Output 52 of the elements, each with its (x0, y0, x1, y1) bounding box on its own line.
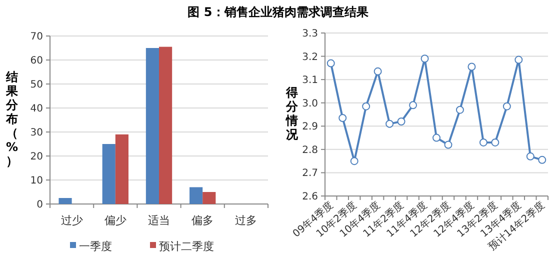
y-tick-label: 50 (30, 80, 43, 90)
x-tick-label: 偏少 (104, 214, 126, 227)
point (502, 102, 511, 110)
bar (58, 198, 72, 204)
y-tick-label: 2.6 (302, 192, 318, 202)
point (420, 54, 429, 63)
legend-label: 预计二季度 (159, 240, 214, 253)
y-tick-label: 2.9 (302, 122, 318, 133)
y-tick-label: 3.1 (302, 75, 318, 86)
point (362, 102, 370, 110)
y-tick-label: 60 (30, 56, 43, 66)
legend-label: 一季度 (79, 240, 112, 253)
y-tick-label: 3.0 (302, 98, 318, 110)
point (409, 101, 418, 110)
x-tick-label: 过少 (60, 214, 83, 227)
x-tick-label: 过多 (235, 214, 258, 227)
y-tick-label: 10 (30, 176, 43, 186)
y-tick-label: 70 (30, 32, 43, 42)
y-tick-label: 2.7 (302, 168, 318, 180)
point (397, 117, 406, 126)
x-tick-label: 偏多 (192, 214, 214, 227)
bar (202, 192, 216, 204)
point (444, 140, 452, 149)
y-tick-label: 3.3 (302, 28, 318, 40)
point (526, 152, 534, 160)
y-tick-label: 20 (30, 152, 43, 162)
point (491, 138, 500, 146)
y-tick-label: 3.2 (302, 52, 318, 63)
y-tick-label: 30 (30, 128, 43, 138)
point (326, 59, 335, 68)
y-axis-title: 得分情况 (285, 86, 299, 142)
point (479, 138, 488, 146)
point (468, 62, 476, 71)
point (432, 134, 440, 142)
y-tick-label: 40 (30, 104, 43, 114)
bar (146, 48, 159, 204)
bar (102, 144, 116, 204)
point (350, 157, 358, 166)
point (386, 120, 394, 128)
bar (115, 134, 128, 204)
point (374, 67, 382, 76)
point (456, 106, 464, 114)
point (538, 156, 546, 164)
y-axis-title: 结果分布（%） (5, 70, 19, 168)
y-tick-label: 2.8 (302, 144, 318, 156)
bar (159, 46, 172, 204)
bar (190, 187, 203, 204)
y-tick-label: 0 (36, 200, 43, 210)
point (338, 114, 347, 122)
x-tick-label: 适当 (148, 214, 170, 227)
point (514, 56, 523, 64)
chart-title: 图 5：销售企业猪肉需求调查结果 (188, 5, 370, 19)
